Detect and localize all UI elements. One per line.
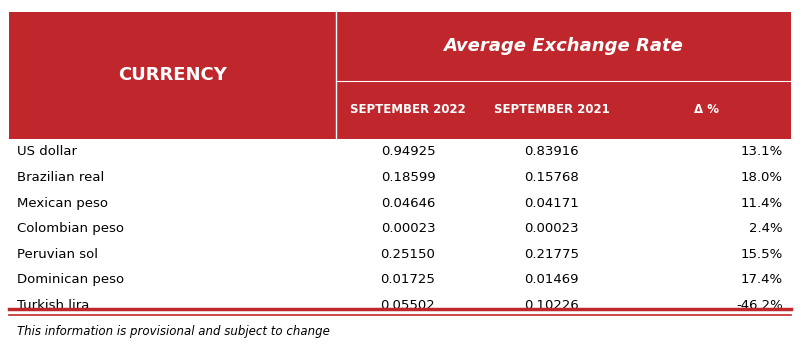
Text: 2.4%: 2.4% xyxy=(749,222,782,235)
Text: 0.01725: 0.01725 xyxy=(381,273,435,286)
Text: 0.04171: 0.04171 xyxy=(524,196,579,210)
Text: Peruvian sol: Peruvian sol xyxy=(18,248,98,261)
Text: Average Exchange Rate: Average Exchange Rate xyxy=(443,37,683,55)
Text: 0.05502: 0.05502 xyxy=(381,299,435,312)
Text: This information is provisional and subject to change: This information is provisional and subj… xyxy=(18,325,330,338)
Text: Mexican peso: Mexican peso xyxy=(18,196,108,210)
Text: 0.94925: 0.94925 xyxy=(381,145,435,158)
Text: 11.4%: 11.4% xyxy=(741,196,782,210)
Text: SEPTEMBER 2021: SEPTEMBER 2021 xyxy=(494,103,610,116)
Text: 17.4%: 17.4% xyxy=(741,273,782,286)
Text: US dollar: US dollar xyxy=(18,145,78,158)
Text: Dominican peso: Dominican peso xyxy=(18,273,125,286)
Bar xyxy=(10,12,790,139)
Text: SEPTEMBER 2022: SEPTEMBER 2022 xyxy=(350,103,466,116)
Text: Δ %: Δ % xyxy=(694,103,719,116)
Text: 0.00023: 0.00023 xyxy=(524,222,578,235)
Text: 13.1%: 13.1% xyxy=(741,145,782,158)
Text: 18.0%: 18.0% xyxy=(741,171,782,184)
Text: CURRENCY: CURRENCY xyxy=(118,66,227,84)
Text: Colombian peso: Colombian peso xyxy=(18,222,124,235)
Text: 0.10226: 0.10226 xyxy=(524,299,579,312)
Text: 0.04646: 0.04646 xyxy=(381,196,435,210)
Text: 0.01469: 0.01469 xyxy=(524,273,578,286)
Text: Brazilian real: Brazilian real xyxy=(18,171,105,184)
Text: Turkish lira: Turkish lira xyxy=(18,299,90,312)
Text: 0.00023: 0.00023 xyxy=(381,222,435,235)
Text: 0.15768: 0.15768 xyxy=(524,171,579,184)
Text: -46.2%: -46.2% xyxy=(736,299,782,312)
Text: 0.25150: 0.25150 xyxy=(381,248,435,261)
Text: 0.18599: 0.18599 xyxy=(381,171,435,184)
Text: 15.5%: 15.5% xyxy=(741,248,782,261)
Text: 0.21775: 0.21775 xyxy=(524,248,579,261)
Text: 0.83916: 0.83916 xyxy=(524,145,578,158)
